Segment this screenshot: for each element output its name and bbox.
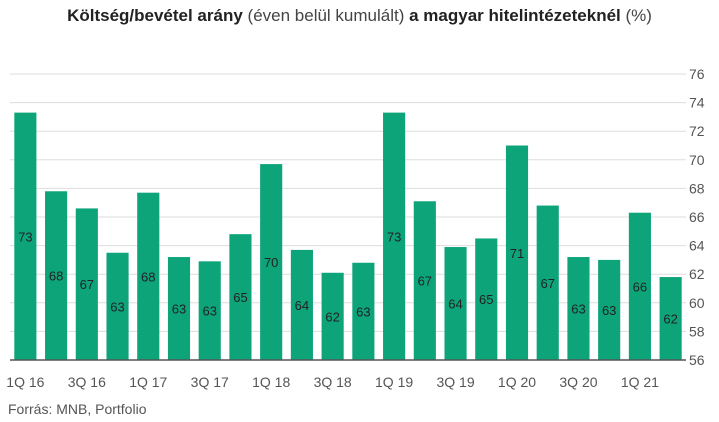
y-tick-label: 60 <box>689 295 705 311</box>
bar-value-label: 65 <box>233 290 247 305</box>
bar-value-label: 70 <box>264 255 278 270</box>
bar <box>14 112 37 360</box>
bar-value-label: 65 <box>479 292 493 307</box>
x-tick-label: 1Q 16 <box>6 374 44 390</box>
x-tick-label: 3Q 20 <box>559 374 597 390</box>
x-tick-label: 3Q 17 <box>191 374 229 390</box>
bar <box>413 201 436 360</box>
bar-value-label: 64 <box>448 297 462 312</box>
bar-value-label: 73 <box>18 229 32 244</box>
bar <box>260 164 283 360</box>
title-bold-part-1: Költség/bevétel arány <box>67 6 243 25</box>
title-normal-part-1: (éven belül kumulált) <box>242 6 410 25</box>
bar <box>475 238 498 360</box>
bar <box>628 212 651 360</box>
bar-value-label: 68 <box>141 269 155 284</box>
x-tick-label: 1Q 19 <box>375 374 413 390</box>
x-tick-label: 1Q 18 <box>252 374 290 390</box>
bar <box>598 259 621 360</box>
bar <box>321 272 344 360</box>
bar <box>167 257 191 360</box>
x-tick-label: 1Q 20 <box>498 374 536 390</box>
x-tick-label: 3Q 16 <box>68 374 106 390</box>
bar-value-label: 68 <box>49 269 63 284</box>
bar <box>444 247 467 360</box>
bar <box>137 192 160 360</box>
y-tick-label: 64 <box>689 238 705 254</box>
y-tick-label: 66 <box>689 209 705 225</box>
bar-value-label: 73 <box>387 229 401 244</box>
y-tick-label: 76 <box>689 66 705 82</box>
bar-value-label: 64 <box>295 298 309 313</box>
chart-title: Költség/bevétel arány (éven belül kumulá… <box>0 6 719 26</box>
y-tick-label: 70 <box>689 152 705 168</box>
bar-value-label: 63 <box>356 304 370 319</box>
bar <box>290 249 313 360</box>
bar <box>352 262 375 360</box>
bar <box>198 261 221 360</box>
bar <box>45 191 68 360</box>
x-tick-label: 1Q 17 <box>129 374 167 390</box>
x-tick-label: 3Q 19 <box>436 374 474 390</box>
y-tick-label: 74 <box>689 95 705 111</box>
bar <box>75 208 98 360</box>
bar-value-label: 67 <box>80 277 94 292</box>
title-normal-part-2: (%) <box>620 6 652 25</box>
y-tick-label: 56 <box>689 352 705 368</box>
bar <box>106 252 129 360</box>
bar-value-label: 67 <box>540 276 554 291</box>
bar <box>383 112 406 360</box>
bar-value-label: 63 <box>110 299 124 314</box>
y-tick-label: 58 <box>689 323 705 339</box>
title-bold-part-2: a magyar hitelintézeteknél <box>409 6 621 25</box>
y-tick-label: 72 <box>689 123 705 139</box>
x-tick-label: 3Q 18 <box>314 374 352 390</box>
bar <box>229 234 252 360</box>
x-tick-label: 1Q 21 <box>621 374 659 390</box>
bar-value-label: 62 <box>663 312 677 327</box>
bar-value-label: 67 <box>418 274 432 289</box>
bar <box>505 145 529 360</box>
bar <box>659 277 682 360</box>
bar-value-label: 71 <box>510 246 524 261</box>
bar <box>536 205 559 360</box>
source-note: Forrás: MNB, Portfolio <box>8 401 147 417</box>
bar <box>567 257 590 360</box>
y-tick-label: 68 <box>689 180 705 196</box>
bar-value-label: 63 <box>202 304 216 319</box>
bar-value-label: 63 <box>172 302 186 317</box>
bar-value-label: 62 <box>325 309 339 324</box>
y-tick-label: 62 <box>689 266 705 282</box>
bar-value-label: 66 <box>633 279 647 294</box>
bar-value-label: 63 <box>571 302 585 317</box>
bar-value-label: 63 <box>602 303 616 318</box>
